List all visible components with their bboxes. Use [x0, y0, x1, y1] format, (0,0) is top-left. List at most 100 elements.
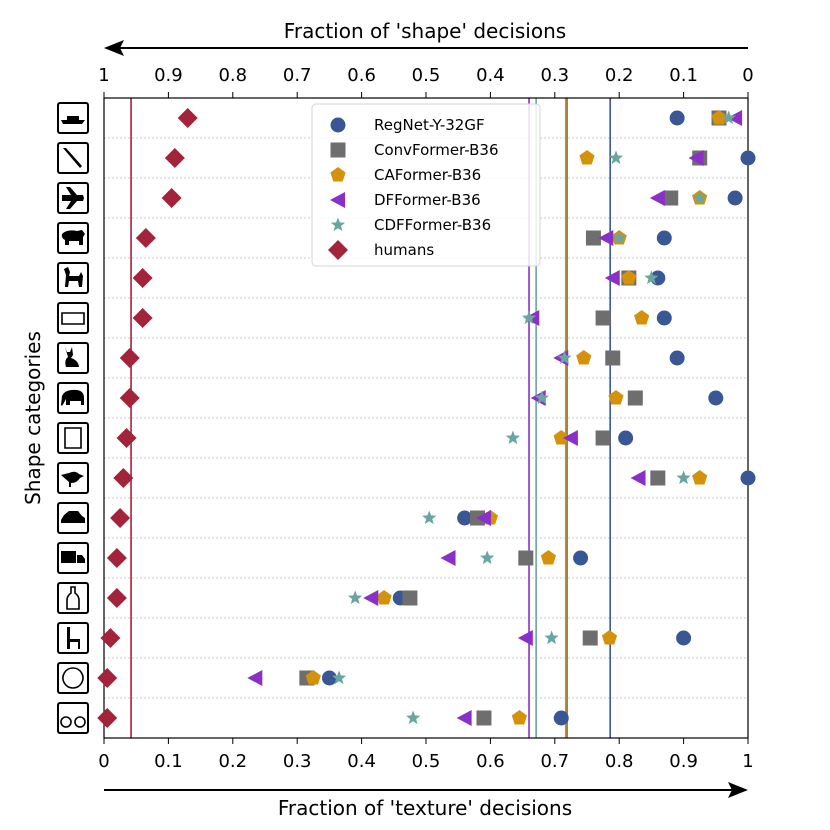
bear-icon: [57, 222, 89, 254]
marker-shape: [727, 190, 743, 206]
icon-glyph: [61, 116, 85, 124]
point-humans-airplane: [161, 188, 182, 208]
point-humans-bear: [135, 228, 156, 248]
marker-shape: [630, 470, 646, 486]
point-caformer-b36-cat: [576, 350, 592, 365]
point-dfformer-b36-chair: [517, 630, 533, 646]
point-cdfformer-b36-chair: [544, 630, 559, 645]
marker-shape: [601, 630, 618, 645]
marker-shape: [553, 710, 569, 726]
marker-shape: [402, 590, 418, 606]
legend-box: [311, 103, 541, 267]
airplane-icon: [57, 182, 89, 214]
legend: RegNet-Y-32GF ConvFormer-B36 CAFormer-B36 D…: [311, 103, 541, 267]
top-tick-label: 0: [742, 65, 753, 86]
marker-shape: [113, 468, 134, 488]
point-regnet-y-32gf-knife: [740, 150, 756, 166]
legend-label-regnet-y-32gf: RegNet-Y-32GF: [374, 116, 485, 134]
marker-shape: [688, 150, 704, 166]
top-axis-title: Fraction of 'shape' decisions: [284, 19, 566, 43]
marker-shape: [692, 190, 707, 205]
marker-shape: [721, 110, 736, 125]
top-tick-label: 0.1: [669, 65, 698, 86]
marker-shape: [676, 470, 691, 485]
marker-shape: [576, 350, 592, 365]
marker-shape: [330, 192, 345, 208]
point-cdfformer-b36-clock: [331, 670, 347, 685]
marker-shape: [573, 550, 589, 566]
point-humans-elephant: [119, 388, 140, 408]
marker-shape: [650, 470, 666, 486]
top-tick-label: 0.8: [218, 65, 247, 86]
point-regnet-y-32gf-bird: [740, 470, 756, 486]
legend-marker-dfformer-b36: [330, 192, 345, 208]
point-cdfformer-b36-dog: [644, 270, 659, 285]
marker-shape: [627, 390, 643, 406]
point-convformer-b36-oven: [595, 430, 611, 446]
marker-shape: [406, 710, 421, 725]
y-axis-title: Shape categories: [21, 331, 45, 505]
point-humans-bird: [113, 468, 134, 488]
icon-glyph: [60, 716, 86, 728]
data-points-layer: [97, 108, 756, 728]
bottom-arrow: [104, 782, 748, 798]
point-cdfformer-b36-cat: [557, 350, 572, 365]
oven-icon: [57, 422, 89, 454]
icon-glyph: [64, 427, 82, 449]
marker-shape: [106, 588, 127, 608]
marker-shape: [634, 310, 650, 325]
marker-shape: [505, 430, 521, 445]
icon-glyph: [61, 389, 84, 406]
point-caformer-b36-knife: [579, 150, 595, 165]
point-humans-cat: [119, 348, 140, 368]
legend-label-convformer-b36: ConvFormer-B36: [374, 141, 499, 159]
icon-glyph: [61, 511, 85, 523]
icon-glyph: [61, 551, 85, 563]
point-cdfformer-b36-boat: [721, 110, 736, 125]
marker-shape: [649, 190, 665, 206]
icon-glyph: [61, 471, 84, 487]
marker-shape: [132, 308, 153, 328]
marker-shape: [110, 508, 131, 528]
marker-shape: [540, 550, 556, 565]
point-caformer-b36-keyboard: [634, 310, 650, 325]
marker-shape: [608, 150, 624, 165]
point-humans-car: [110, 508, 131, 528]
point-humans-knife: [164, 148, 185, 168]
bottom-tick-label: 0.3: [283, 751, 312, 772]
top-tick-label: 0.3: [540, 65, 569, 86]
icon-frame: [57, 622, 89, 654]
icon-glyph: [66, 586, 80, 610]
bottle-icon: [57, 582, 89, 614]
icon-glyph: [62, 667, 84, 689]
bottom-tick-label: 0: [98, 751, 109, 772]
point-regnet-y-32gf-bear: [656, 230, 672, 246]
keyboard-icon: [57, 302, 89, 334]
marker-shape: [727, 110, 743, 126]
bicycle-icon: [57, 702, 89, 734]
point-cdfformer-b36-oven: [505, 430, 521, 445]
point-cdfformer-b36-knife: [608, 150, 624, 165]
point-convformer-b36-truck: [518, 550, 534, 566]
marker-shape: [605, 350, 621, 366]
point-convformer-b36-cat: [605, 350, 621, 366]
marker-shape: [518, 550, 534, 566]
knife-icon: [57, 142, 89, 174]
point-caformer-b36-bottle: [376, 590, 392, 605]
point-dfformer-b36-dog: [604, 270, 620, 286]
marker-shape: [132, 268, 153, 288]
point-regnet-y-32gf-clock: [321, 670, 337, 686]
point-convformer-b36-chair: [582, 630, 598, 646]
marker-shape: [321, 670, 337, 686]
marker-shape: [135, 228, 156, 248]
marker-shape: [100, 628, 121, 648]
legend-marker-humans: [328, 240, 348, 260]
marker-shape: [164, 148, 185, 168]
bird-icon: [57, 462, 89, 494]
point-dfformer-b36-oven: [562, 430, 578, 446]
point-dfformer-b36-bottle: [363, 590, 379, 606]
point-caformer-b36-oven: [553, 430, 569, 445]
icon-glyph: [62, 187, 84, 209]
marker-shape: [247, 670, 263, 686]
point-cdfformer-b36-bicycle: [406, 710, 421, 725]
